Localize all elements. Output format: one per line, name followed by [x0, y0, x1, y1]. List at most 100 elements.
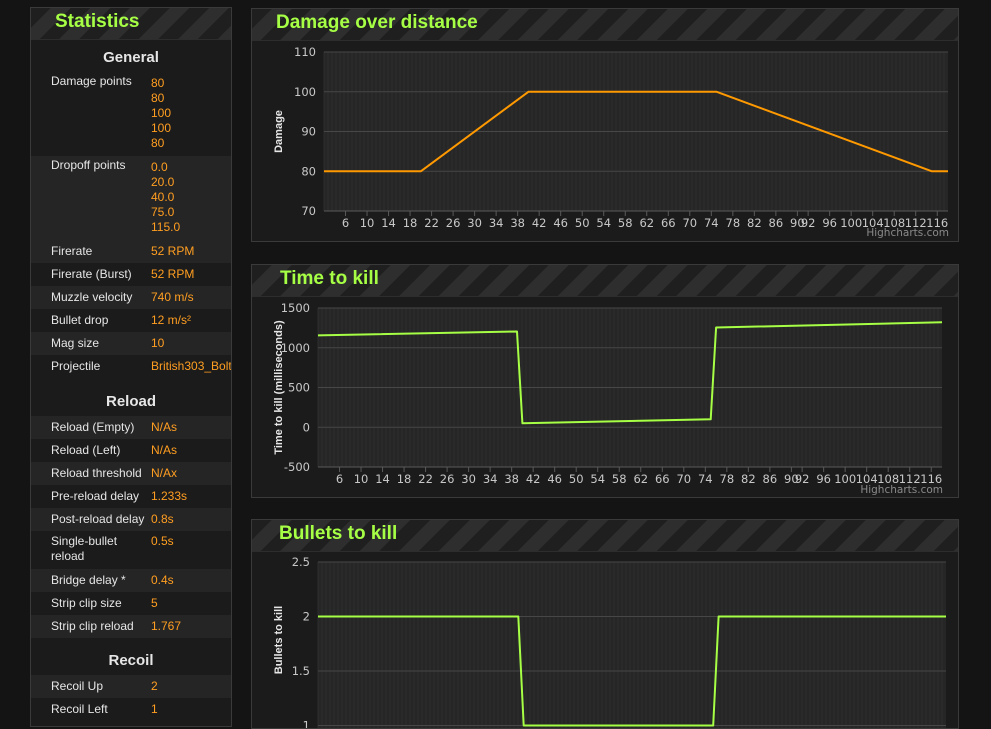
x-tick-label: 62: [639, 216, 654, 230]
y-tick-label: 500: [288, 381, 310, 395]
x-tick-label: 30: [461, 472, 476, 486]
x-tick-label: 42: [532, 216, 547, 230]
stat-value: 0.8s: [151, 512, 174, 527]
y-axis-title: Time to kill (milliseconds): [273, 320, 285, 455]
x-tick-label: 74: [704, 216, 719, 230]
x-tick-label: 92: [795, 472, 810, 486]
statistics-header: Statistics: [31, 8, 231, 40]
stat-label: Reload (Left): [51, 443, 147, 458]
y-tick-label: 1: [303, 719, 310, 729]
stat-label: Post-reload delay: [51, 512, 147, 527]
stat-value: 1.233s: [151, 489, 187, 504]
stat-value: 40.0: [151, 190, 174, 205]
stat-label: Projectile: [51, 359, 147, 374]
stat-value: 115.0: [151, 220, 180, 235]
stat-row-firerate: Firerate 52 RPM: [31, 240, 231, 263]
y-tick-label: 2.5: [292, 555, 310, 569]
stat-label: Recoil Left: [51, 702, 147, 717]
y-axis-title: Damage: [273, 110, 285, 153]
x-tick-label: 22: [424, 216, 439, 230]
x-tick-label: 54: [596, 216, 611, 230]
x-tick-label: 14: [375, 472, 390, 486]
x-tick-label: 86: [769, 216, 784, 230]
stat-value: 0.5s: [151, 534, 174, 549]
stat-label: Dropoff points: [51, 158, 147, 173]
y-tick-label: 80: [301, 164, 316, 178]
x-tick-label: 30: [467, 216, 482, 230]
x-tick-label: 26: [446, 216, 461, 230]
stat-value: 80: [151, 136, 164, 151]
stat-label: Damage points: [51, 74, 147, 89]
x-tick-label: 100: [840, 216, 862, 230]
bullets-to-kill-chart: 1 1.5 2 2.5 Bullets to kill: [252, 520, 958, 728]
stat-value: 75.0: [151, 205, 174, 220]
y-tick-label: 1000: [281, 341, 310, 355]
y-tick-label: 100: [294, 85, 316, 99]
x-tick-label: 34: [489, 216, 504, 230]
x-tick-label: 54: [590, 472, 605, 486]
x-tick-label: 82: [741, 472, 756, 486]
y-tick-label: 110: [294, 45, 316, 59]
x-tick-label: 34: [483, 472, 498, 486]
stat-row-reload-threshold: Reload threshold N/Ax: [31, 462, 231, 485]
y-tick-label: 2: [303, 610, 310, 624]
stat-label: Reload threshold: [51, 466, 147, 481]
x-tick-label: 38: [504, 472, 519, 486]
stat-row-bridge-delay-: Bridge delay *0.4s: [31, 569, 231, 592]
stat-value: 100: [151, 121, 171, 136]
x-tick-label: 74: [698, 472, 713, 486]
x-tick-label: 58: [618, 216, 633, 230]
x-tick-label: 18: [397, 472, 412, 486]
x-tick-label: 10: [360, 216, 375, 230]
x-tick-label: 58: [612, 472, 627, 486]
stat-row-bullet-drop: Bullet drop 12 m/s²: [31, 309, 231, 332]
y-tick-label: 1.5: [292, 664, 310, 678]
x-tick-label: 22: [418, 472, 433, 486]
stat-row-post-reload-delay: Post-reload delay 0.8s: [31, 508, 231, 531]
stat-row-firerate-burst-: Firerate (Burst)52 RPM: [31, 263, 231, 286]
stat-value: 52 RPM: [151, 244, 194, 259]
stat-row-reload-left-: Reload (Left) N/As: [31, 439, 231, 462]
recoil-section-title: Recoil: [31, 652, 231, 669]
y-tick-label: 1500: [281, 301, 310, 315]
reload-section-title: Reload: [31, 393, 231, 410]
y-axis-title: Bullets to kill: [273, 606, 285, 674]
x-tick-label: 62: [633, 472, 648, 486]
x-tick-label: 10: [354, 472, 369, 486]
stat-value: 52 RPM: [151, 267, 194, 282]
x-tick-label: 66: [655, 472, 670, 486]
x-tick-label: 82: [747, 216, 762, 230]
x-tick-label: 46: [547, 472, 562, 486]
x-tick-label: 70: [676, 472, 691, 486]
stat-label: Reload (Empty): [51, 420, 147, 435]
stat-value: 5: [151, 596, 158, 611]
stat-value: 20.0: [151, 175, 174, 190]
stat-label: Pre-reload delay: [51, 489, 147, 504]
credits-label: Highcharts.com: [866, 227, 949, 239]
x-tick-label: 100: [834, 472, 856, 486]
stat-value: 1: [151, 702, 158, 717]
stat-value: 2: [151, 679, 158, 694]
x-tick-label: 6: [342, 216, 349, 230]
x-tick-label: 50: [575, 216, 590, 230]
stat-value: N/Ax: [151, 466, 177, 481]
stat-value: N/As: [151, 443, 177, 458]
stat-label: Bullet drop: [51, 313, 147, 328]
stat-value: 12 m/s²: [151, 313, 191, 328]
y-tick-label: 0: [303, 420, 310, 434]
x-tick-label: 26: [440, 472, 455, 486]
stat-label: Firerate: [51, 244, 147, 259]
stat-value: 80: [151, 76, 164, 91]
stat-value: N/As: [151, 420, 177, 435]
x-tick-label: 50: [569, 472, 584, 486]
x-tick-label: 6: [336, 472, 343, 486]
